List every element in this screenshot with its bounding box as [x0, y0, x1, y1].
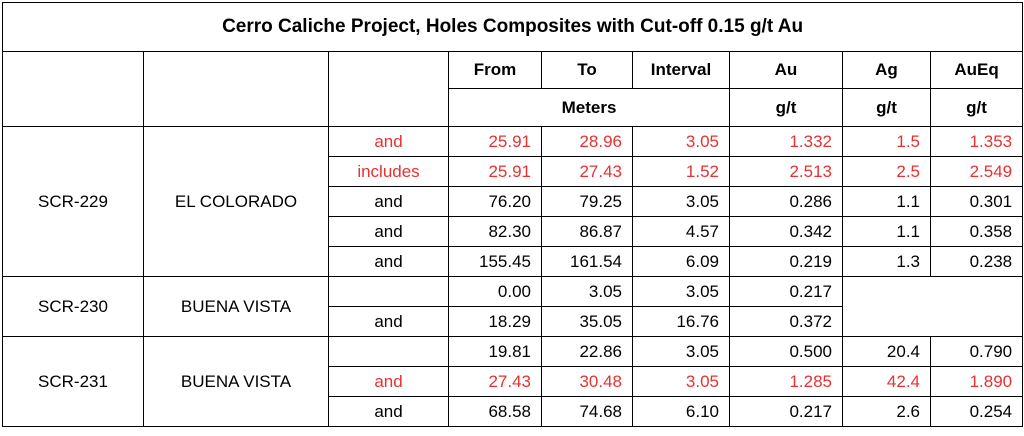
cell-to: 35.05 [541, 306, 633, 337]
cell-au: 0.372 [729, 306, 843, 337]
cell-au: 1.285 [729, 366, 843, 397]
cell-au: 0.500 [729, 336, 843, 367]
hole-id: SCR-229 [2, 126, 144, 277]
cell-interval: 3.05 [632, 126, 730, 157]
header-blank-label [328, 51, 449, 127]
cell-ag: 2.6 [842, 396, 931, 427]
cell-to: 3.05 [541, 276, 633, 307]
cell-aueq: 1.353 [929, 126, 1024, 157]
table-row: and 82.30 86.87 4.57 0.342 1.1 0.358 [3, 216, 1024, 247]
cell-from: 0.00 [448, 276, 542, 307]
header-au: Au [729, 51, 843, 89]
table-row: and 76.20 79.25 3.05 0.286 1.1 0.301 [3, 186, 1024, 217]
cell-from: 82.30 [448, 216, 542, 247]
cell-interval: 6.09 [632, 246, 730, 277]
cell-ag: 1.1 [842, 186, 931, 217]
cell-from: 25.91 [448, 126, 542, 157]
hole-area: BUENA VISTA [143, 336, 329, 427]
cell-ag: 1.3 [842, 246, 931, 277]
hole-id: SCR-231 [2, 336, 144, 427]
cell-to: 161.54 [541, 246, 633, 277]
cell-ag: 20.4 [842, 336, 931, 367]
table-row: SCR-230 BUENA VISTA 0.00 3.05 3.05 0.217 [2, 276, 1024, 337]
hole-area: EL COLORADO [143, 126, 329, 277]
row-label: and [328, 306, 449, 337]
row-label: and [328, 396, 449, 427]
cell-ag: 42.4 [842, 366, 931, 397]
row-label [328, 336, 449, 367]
cell-from: 19.81 [448, 336, 542, 367]
cell-interval: 1.52 [632, 156, 730, 187]
row-label: and [328, 126, 449, 157]
cell-au: 0.342 [729, 216, 843, 247]
cell-aueq: 1.890 [929, 366, 1024, 397]
cell-empty [841, 276, 1024, 337]
row-label: and [328, 216, 449, 247]
cell-ag: 1.5 [842, 126, 931, 157]
cell-from: 68.58 [448, 396, 542, 427]
cell-ag: 1.1 [842, 216, 931, 247]
cell-from: 155.45 [448, 246, 542, 277]
cell-au: 0.217 [729, 396, 843, 427]
hole-area: BUENA VISTA [143, 276, 329, 337]
cell-aueq: 0.238 [929, 246, 1024, 277]
cell-from: 27.43 [448, 366, 542, 397]
table-row: SCR-231 BUENA VISTA 19.81 22.86 3.05 0.5… [2, 336, 1024, 427]
table-row: includes 25.91 27.43 1.52 2.513 2.5 2.54… [3, 156, 1024, 187]
header-unit-aueq: g/t [929, 88, 1024, 127]
cell-to: 74.68 [541, 396, 633, 427]
header-meters: Meters [448, 88, 730, 127]
cell-from: 25.91 [448, 156, 542, 187]
header-interval: Interval [632, 51, 730, 89]
header-from: From [448, 51, 542, 89]
cell-au: 1.332 [729, 126, 843, 157]
composites-table: Cerro Caliche Project, Holes Composites … [1, 2, 1024, 427]
cell-from: 76.20 [448, 186, 542, 217]
header-blank-area [143, 51, 329, 127]
header-unit-ag: g/t [842, 88, 931, 127]
cell-interval: 3.05 [632, 276, 730, 307]
cell-aueq: 0.358 [929, 216, 1024, 247]
cell-interval: 3.05 [632, 186, 730, 217]
cell-au: 2.513 [729, 156, 843, 187]
cell-interval: 6.10 [632, 396, 730, 427]
table-row: and 155.45 161.54 6.09 0.219 1.3 0.238 [3, 246, 1024, 277]
cell-interval: 16.76 [632, 306, 730, 337]
cell-to: 86.87 [541, 216, 633, 247]
cell-au: 0.219 [729, 246, 843, 277]
header-to: To [541, 51, 633, 89]
cell-interval: 3.05 [632, 336, 730, 367]
cell-interval: 4.57 [632, 216, 730, 247]
cell-to: 79.25 [541, 186, 633, 217]
row-label [328, 276, 449, 307]
cell-aueq: 0.790 [929, 336, 1024, 367]
table-row: SCR-229 EL COLORADO and 25.91 28.96 3.05… [2, 126, 1024, 277]
cell-to: 22.86 [541, 336, 633, 367]
hole-id: SCR-230 [2, 276, 144, 337]
header-ag: Ag [842, 51, 931, 89]
table-row: and 18.29 35.05 16.76 0.372 [3, 306, 1023, 337]
cell-from: 18.29 [448, 306, 542, 337]
row-label: and [328, 366, 449, 397]
cell-interval: 3.05 [632, 366, 730, 397]
header-unit-au: g/t [729, 88, 843, 127]
table-row: and 68.58 74.68 6.10 0.217 2.6 0.254 [3, 396, 1024, 427]
cell-ag: 2.5 [842, 156, 931, 187]
header-blank-hole [2, 51, 144, 127]
cell-aueq: 0.301 [929, 186, 1024, 217]
cell-to: 30.48 [541, 366, 633, 397]
cell-aueq: 2.549 [929, 156, 1024, 187]
header-aueq: AuEq [929, 51, 1024, 89]
cell-au: 0.286 [729, 186, 843, 217]
row-label: and [328, 246, 449, 277]
cell-au: 0.217 [729, 276, 843, 307]
cell-to: 27.43 [541, 156, 633, 187]
cell-to: 28.96 [541, 126, 633, 157]
row-label: includes [328, 156, 449, 187]
table-title: Cerro Caliche Project, Holes Composites … [1, 2, 1024, 52]
cell-aueq: 0.254 [929, 396, 1024, 427]
row-label: and [328, 186, 449, 217]
